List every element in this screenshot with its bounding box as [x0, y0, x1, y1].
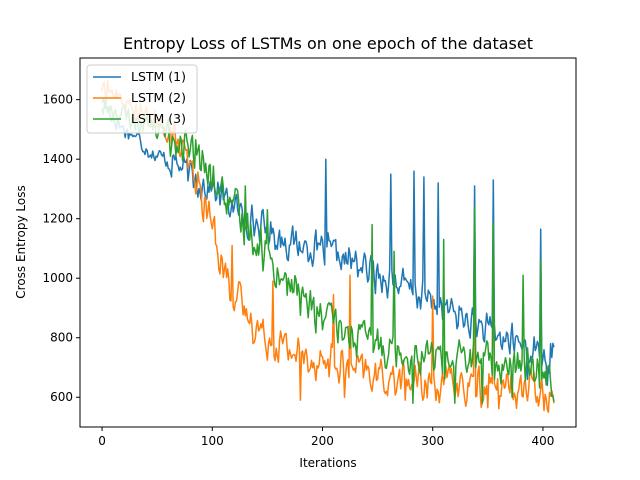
x-tick-label-300: 300 [421, 434, 444, 448]
y-tick-label-800: 800 [50, 331, 73, 345]
series-line-lstm-2 [101, 79, 555, 413]
plot-frame [79, 57, 577, 428]
series-line-lstm-1 [101, 98, 555, 387]
legend: LSTM (1) LSTM (2) LSTM (3) [86, 64, 198, 134]
series-line-lstm-3 [101, 99, 555, 404]
series-layer [101, 79, 555, 413]
y-tick-label-1000: 1000 [42, 271, 73, 285]
y-tick-label-1400: 1400 [42, 152, 73, 166]
x-axis: 0 100 200 300 400 [98, 427, 554, 448]
x-axis-label: Iterations [299, 456, 356, 470]
y-tick-label-1200: 1200 [42, 212, 73, 226]
x-tick-label-0: 0 [98, 434, 106, 448]
legend-label-lstm-2: LSTM (2) [131, 90, 186, 105]
legend-label-lstm-1: LSTM (1) [131, 69, 186, 84]
chart-title: Entropy Loss of LSTMs on one epoch of th… [123, 34, 533, 53]
legend-label-lstm-3: LSTM (3) [131, 111, 186, 126]
x-tick-label-100: 100 [201, 434, 224, 448]
x-tick-label-200: 200 [311, 434, 334, 448]
y-axis: 600 800 1000 1200 1400 1600 [42, 93, 80, 404]
y-axis-label: Cross Entropy Loss [14, 185, 28, 298]
legend-box [86, 64, 198, 134]
x-tick-label-400: 400 [531, 434, 554, 448]
y-tick-label-1600: 1600 [42, 93, 73, 107]
y-tick-label-600: 600 [50, 390, 73, 404]
